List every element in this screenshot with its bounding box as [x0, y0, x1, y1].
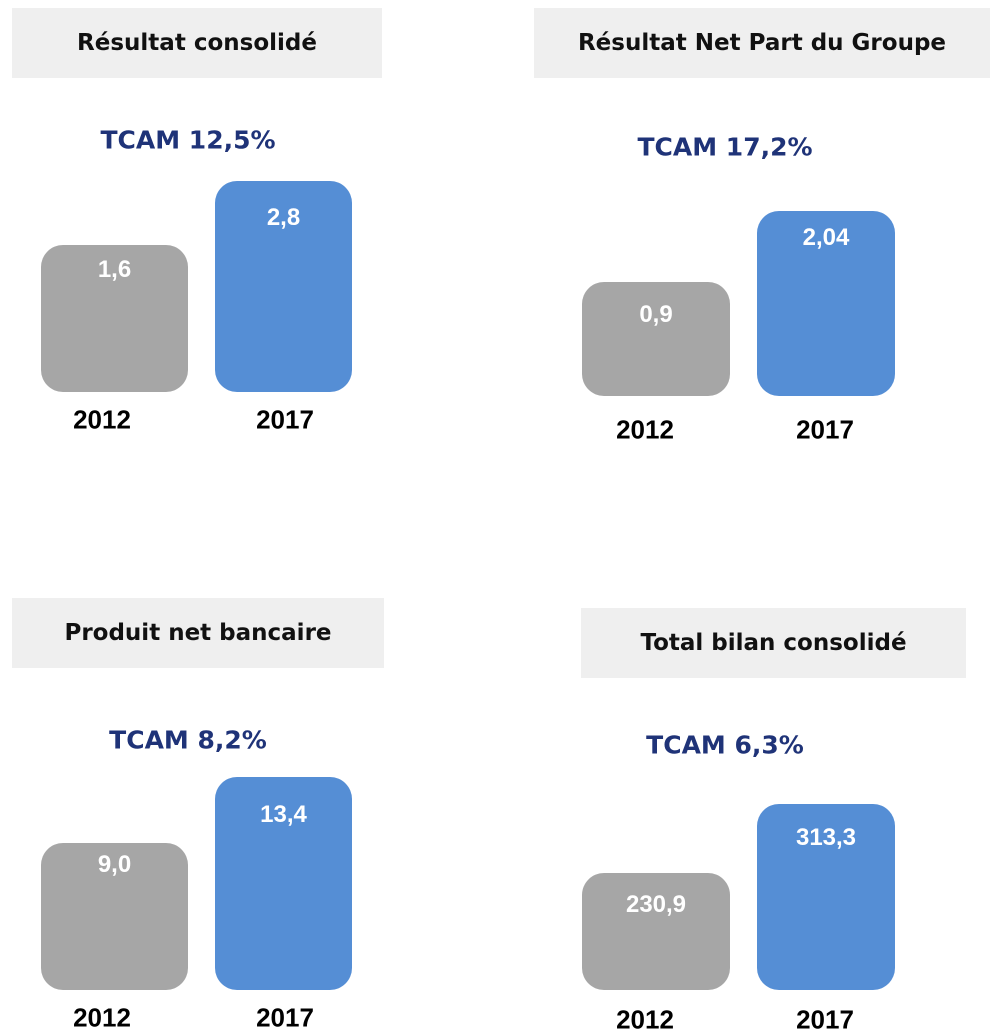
cagr-label: TCAM 6,3%: [646, 730, 804, 760]
year-label: 2017: [256, 404, 314, 435]
cagr-label: TCAM 8,2%: [109, 725, 267, 755]
cagr-label: TCAM 17,2%: [637, 132, 813, 162]
bar: 9,0: [41, 843, 188, 990]
panel-title: Total bilan consolidé: [581, 608, 966, 678]
bar: 1,6: [41, 245, 188, 392]
value-label: 2,04: [802, 224, 850, 251]
year-label: 2012: [616, 1004, 674, 1035]
value-label: 230,9: [625, 891, 687, 918]
value-label: 13,4: [260, 801, 307, 828]
cagr-label: TCAM 12,5%: [100, 125, 276, 155]
year-label: 2017: [796, 414, 854, 445]
value-label: 9,0: [97, 851, 132, 878]
value-label: 1,6: [97, 256, 132, 283]
panel-title: Produit net bancaire: [12, 598, 384, 668]
value-label: 2,8: [266, 204, 301, 231]
value-label: 313,3: [795, 824, 857, 851]
value-label: 0,9: [639, 301, 673, 328]
year-label: 2017: [256, 1002, 314, 1033]
panel-title: Résultat Net Part du Groupe: [534, 8, 990, 78]
bar: 2,04: [757, 211, 895, 396]
year-label: 2017: [796, 1004, 854, 1035]
bar: 13,4: [215, 777, 352, 990]
panel-title: Résultat consolidé: [12, 8, 382, 78]
year-label: 2012: [73, 404, 131, 435]
bar: 0,9: [582, 282, 730, 396]
year-label: 2012: [616, 414, 674, 445]
year-label: 2012: [73, 1002, 131, 1033]
bar: 230,9: [582, 873, 730, 990]
bar: 313,3: [757, 804, 895, 990]
bar: 2,8: [215, 181, 352, 392]
